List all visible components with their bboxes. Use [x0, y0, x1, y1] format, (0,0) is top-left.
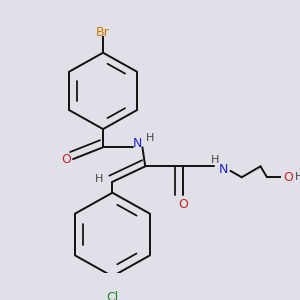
Text: O: O	[284, 171, 293, 184]
Text: N: N	[133, 137, 142, 150]
Text: H: H	[211, 155, 220, 165]
Text: O: O	[178, 198, 188, 211]
Text: H: H	[295, 172, 300, 182]
Text: O: O	[61, 153, 71, 166]
Text: H: H	[146, 133, 154, 143]
Text: N: N	[218, 163, 228, 176]
Text: Br: Br	[96, 26, 110, 39]
Text: Cl: Cl	[106, 291, 118, 300]
Text: H: H	[95, 174, 103, 184]
